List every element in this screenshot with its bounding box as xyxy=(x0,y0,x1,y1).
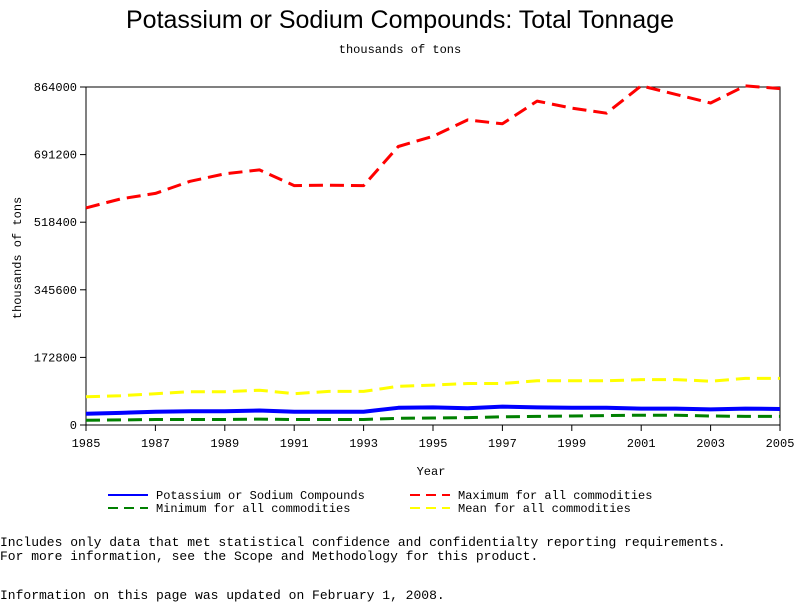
x-tick-label: 2005 xyxy=(766,437,795,451)
series-line-maximum-for-all-commodities xyxy=(85,84,781,210)
line-chart: 0 172800 345600 518400 691200 864000 1985 1987 1… xyxy=(11,81,795,516)
y-tick-label: 518400 xyxy=(34,216,77,230)
y-tick-label: 864000 xyxy=(34,81,77,95)
x-tick-label: 1999 xyxy=(557,437,586,451)
x-tick-label: 1987 xyxy=(141,437,170,451)
y-tick-label: 691200 xyxy=(34,149,77,163)
series-line-potassium-or-sodium-compounds xyxy=(85,404,781,416)
x-tick-label: 2003 xyxy=(696,437,725,451)
update-notice: Information on this page was updated on … xyxy=(0,588,445,603)
legend-label-potassium-or-sodium-compounds: Potassium or Sodium Compounds xyxy=(156,489,365,503)
footnote-1: Includes only data that met statistical … xyxy=(0,535,726,550)
y-tick-label: 0 xyxy=(70,419,77,433)
x-tick-label: 1991 xyxy=(280,437,309,451)
footnote-2: For more information, see the Scope and … xyxy=(0,549,539,564)
x-axis-label: Year xyxy=(417,465,446,479)
series-line-mean-for-all-commodities xyxy=(85,376,780,399)
y-tick-label: 345600 xyxy=(34,284,77,298)
chart-title: Potassium or Sodium Compounds: Total Ton… xyxy=(125,6,674,34)
legend-label-maximum-for-all-commodities: Maximum for all commodities xyxy=(458,489,652,503)
series-line-minimum-for-all-commodities xyxy=(85,413,780,422)
x-tick-label: 1985 xyxy=(72,437,101,451)
legend-label-minimum-for-all-commodities: Minimum for all commodities xyxy=(156,502,350,516)
x-tick-label: 1993 xyxy=(349,437,378,451)
footnotes: Includes only data that met statistical … xyxy=(0,536,726,564)
x-tick-label: 2001 xyxy=(627,437,656,451)
y-tick-label: 172800 xyxy=(34,351,77,365)
x-tick-label: 1989 xyxy=(210,437,239,451)
y-axis-label: thousands of tons xyxy=(11,197,25,319)
x-tick-label: 1995 xyxy=(419,437,448,451)
x-tick-label: 1997 xyxy=(488,437,517,451)
legend-label-mean-for-all-commodities: Mean for all commodities xyxy=(458,502,631,516)
plot-frame xyxy=(85,86,781,426)
chart-subtitle: thousands of tons xyxy=(338,43,462,57)
